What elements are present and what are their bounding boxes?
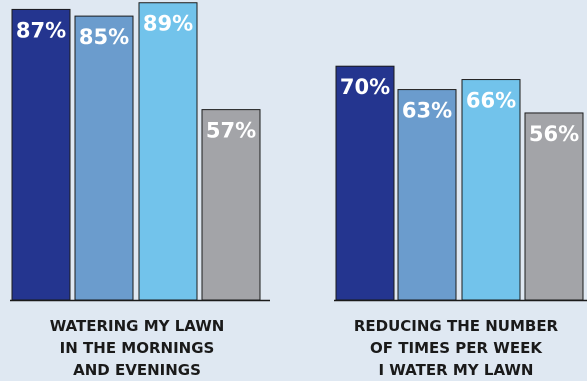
bar-group-2: 70% 63% 66% 56% REDUCING THE NUMBER OF TIMES … bbox=[334, 65, 587, 379]
bar-value-label: 56% bbox=[529, 122, 579, 146]
category-label-line: I WATER MY LAWN bbox=[379, 361, 534, 379]
bar-value-label: 85% bbox=[79, 25, 129, 49]
bar-value-label: 89% bbox=[143, 12, 193, 36]
category-label-line: OF TIMES PER WEEK bbox=[370, 339, 543, 357]
category-label-line: REDUCING THE NUMBER bbox=[354, 317, 559, 335]
bar-2-1 bbox=[335, 65, 395, 301]
bar-group-1: 87% 85% 89% 57% WATERING MY LAWN IN THE MORNI… bbox=[10, 2, 270, 379]
bar-value-label: 70% bbox=[340, 75, 390, 99]
bar-1-4 bbox=[201, 109, 261, 301]
bar-value-label: 66% bbox=[466, 89, 516, 113]
category-label-line: AND EVENINGS bbox=[73, 361, 201, 379]
bar-1-2 bbox=[74, 15, 134, 301]
bar-value-label: 57% bbox=[206, 119, 256, 143]
bar-1-3 bbox=[138, 2, 198, 301]
bar-value-label: 87% bbox=[16, 18, 66, 42]
bar-value-label: 63% bbox=[402, 99, 452, 123]
bar-1-1 bbox=[11, 8, 71, 301]
category-label-line: WATERING MY LAWN bbox=[50, 317, 225, 335]
bar-2-3 bbox=[461, 79, 521, 301]
bar-2-2 bbox=[397, 89, 457, 301]
category-label-line: IN THE MORNINGS bbox=[60, 339, 215, 357]
